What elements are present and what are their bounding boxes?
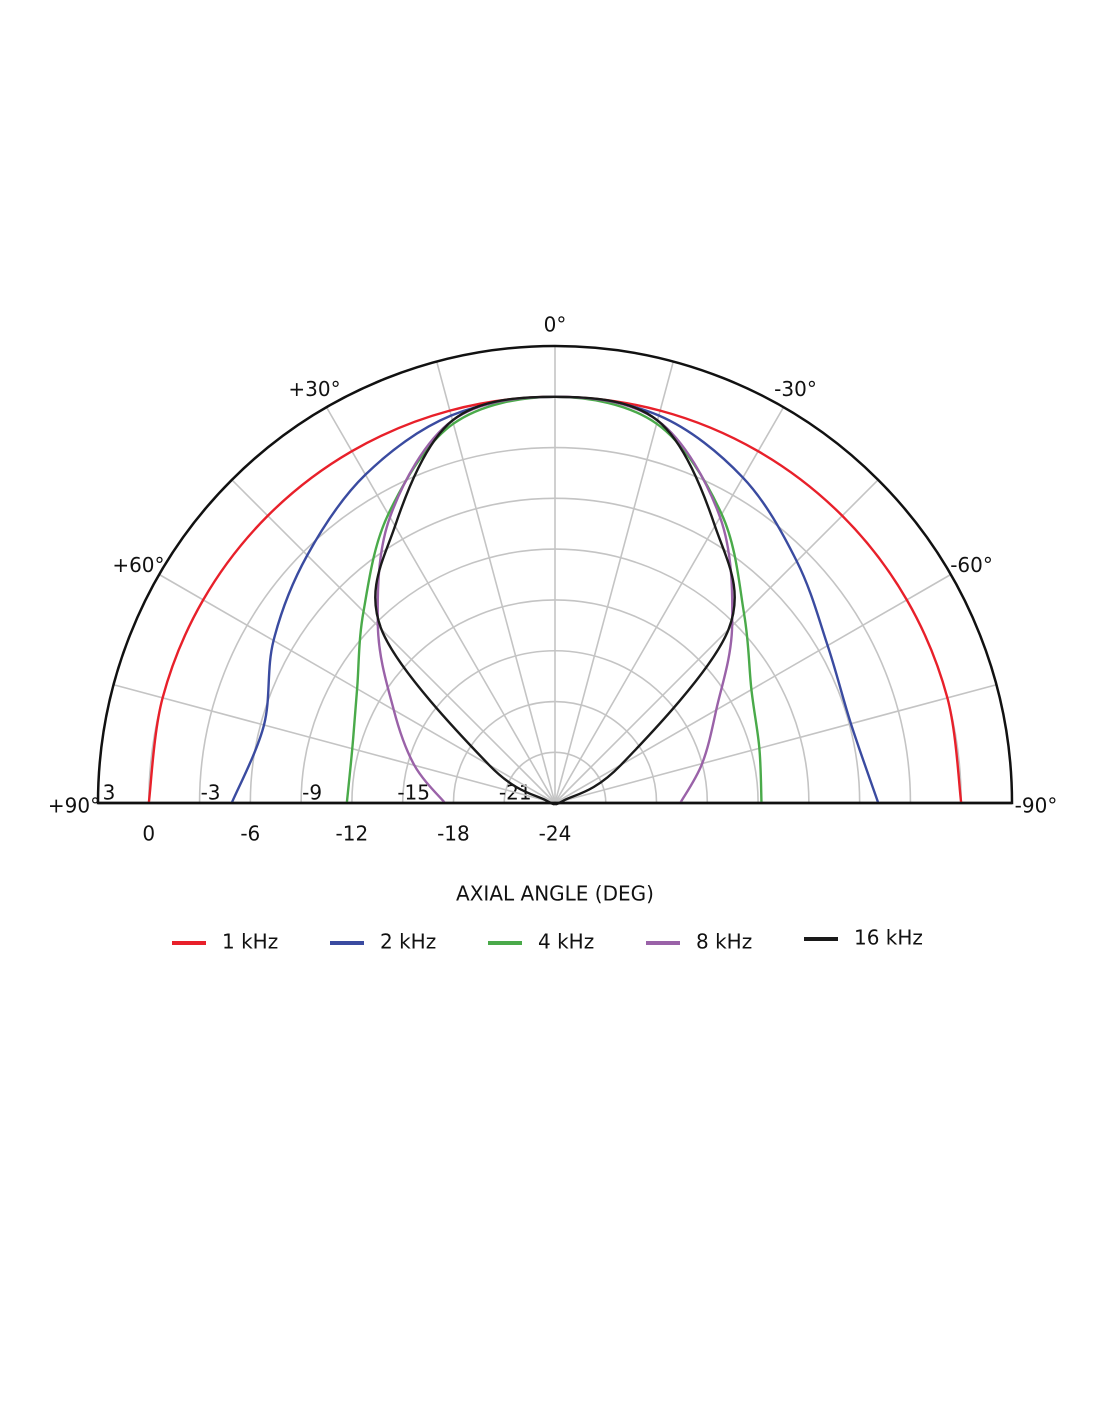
legend-label: 2 kHz: [380, 930, 436, 954]
r-tick-label: 0: [142, 822, 155, 846]
grid-spoke: [325, 406, 556, 804]
r-tick-label: -12: [336, 822, 369, 846]
grid-spoke: [113, 683, 556, 804]
angle-tick-label: +90°: [48, 794, 100, 818]
grid-spoke: [554, 683, 997, 804]
r-tick-label: -3: [201, 781, 221, 805]
r-tick-label: 3: [103, 781, 116, 805]
legend-label: 16 kHz: [854, 926, 923, 950]
legend-label: 8 kHz: [696, 930, 752, 954]
angle-tick-label: 0°: [544, 313, 567, 337]
series-line: [374, 395, 736, 806]
frame: [96, 344, 1014, 805]
legend-label: 4 kHz: [538, 930, 594, 954]
angle-tick-label: +60°: [112, 553, 164, 577]
axis-label: AXIAL ANGLE (DEG): [456, 882, 654, 906]
grid-spoke: [554, 361, 675, 804]
angle-tick-label: -30°: [774, 377, 817, 401]
angle-tick-label: -60°: [950, 553, 993, 577]
r-tick-label: -18: [437, 822, 470, 846]
legend-label: 1 kHz: [222, 930, 278, 954]
grid-spoke: [554, 406, 785, 804]
r-tick-label: -9: [302, 781, 322, 805]
grid-spoke: [554, 479, 879, 804]
r-tick-label: -24: [539, 822, 572, 846]
grid-spoke: [231, 479, 556, 804]
angle-tick-label: +30°: [288, 377, 340, 401]
r-tick-label: -15: [397, 781, 430, 805]
angle-tick-label: -90°: [1015, 794, 1058, 818]
grid-spoke: [435, 361, 556, 804]
r-tick-label: -6: [240, 822, 260, 846]
